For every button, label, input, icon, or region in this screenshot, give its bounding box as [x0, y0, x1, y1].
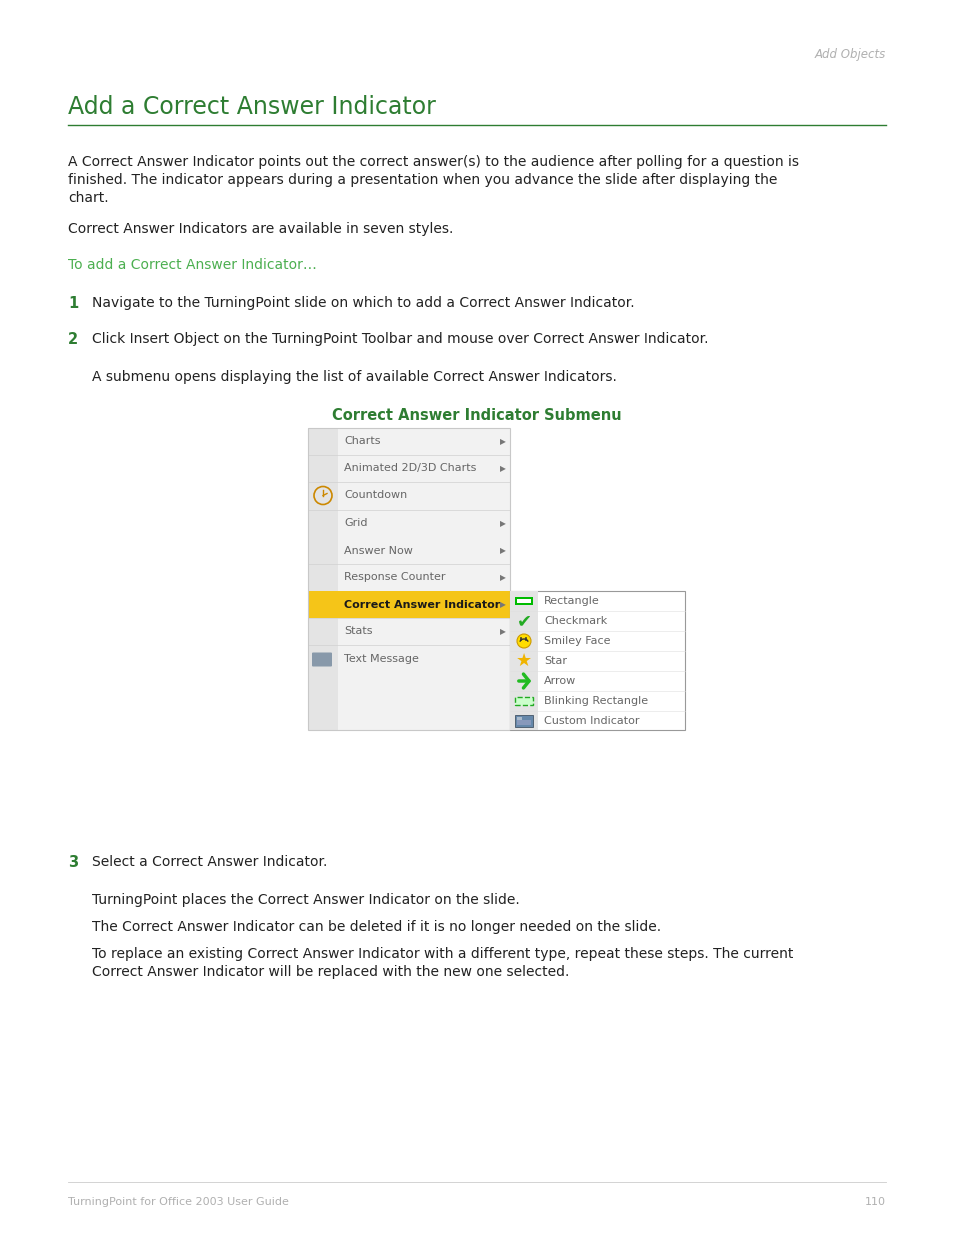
Circle shape: [517, 634, 531, 648]
Bar: [510, 592, 537, 730]
Text: Grid: Grid: [344, 519, 367, 529]
Bar: [308, 592, 510, 618]
Bar: [517, 720, 531, 725]
Text: Add a Correct Answer Indicator: Add a Correct Answer Indicator: [68, 95, 436, 119]
Text: Blinking Rectangle: Blinking Rectangle: [543, 697, 647, 706]
Text: ✔: ✔: [516, 613, 531, 630]
FancyBboxPatch shape: [517, 599, 531, 603]
Text: Navigate to the TurningPoint slide on which to add a Correct Answer Indicator.: Navigate to the TurningPoint slide on wh…: [91, 296, 634, 310]
Text: ▶: ▶: [499, 627, 505, 636]
Text: TurningPoint places the Correct Answer Indicator on the slide.: TurningPoint places the Correct Answer I…: [91, 893, 519, 906]
Text: Smiley Face: Smiley Face: [543, 636, 610, 646]
Text: To add a Correct Answer Indicator…: To add a Correct Answer Indicator…: [68, 258, 316, 272]
Text: ▶: ▶: [499, 519, 505, 529]
Text: Correct Answer Indicator Submenu: Correct Answer Indicator Submenu: [332, 408, 621, 424]
Text: A Correct Answer Indicator points out the correct answer(s) to the audience afte: A Correct Answer Indicator points out th…: [68, 156, 799, 169]
Text: finished. The indicator appears during a presentation when you advance the slide: finished. The indicator appears during a…: [68, 173, 777, 186]
Text: 3: 3: [68, 855, 78, 869]
Text: ▶: ▶: [499, 600, 505, 609]
Text: Correct Answer Indicators are available in seven styles.: Correct Answer Indicators are available …: [68, 222, 453, 236]
Bar: [515, 697, 533, 705]
Text: ▶: ▶: [499, 546, 505, 555]
Text: Arrow: Arrow: [543, 676, 576, 685]
Text: Star: Star: [543, 656, 566, 666]
Text: The Correct Answer Indicator can be deleted if it is no longer needed on the sli: The Correct Answer Indicator can be dele…: [91, 920, 660, 934]
FancyBboxPatch shape: [312, 652, 332, 667]
FancyBboxPatch shape: [515, 597, 533, 605]
Text: Countdown: Countdown: [344, 490, 407, 500]
Text: Stats: Stats: [344, 626, 372, 636]
Text: ▶: ▶: [499, 464, 505, 473]
Bar: [308, 429, 510, 730]
Text: Correct Answer Indicator will be replaced with the new one selected.: Correct Answer Indicator will be replace…: [91, 965, 569, 979]
Text: Text Message: Text Message: [344, 653, 418, 663]
Text: Click Insert Object on the TurningPoint Toolbar and mouse over Correct Answer In: Click Insert Object on the TurningPoint …: [91, 332, 708, 346]
Text: TurningPoint for Office 2003 User Guide: TurningPoint for Office 2003 User Guide: [68, 1197, 289, 1207]
Text: Charts: Charts: [344, 436, 380, 447]
Text: 1: 1: [68, 296, 78, 311]
Text: Rectangle: Rectangle: [543, 597, 599, 606]
Bar: [517, 718, 521, 720]
Text: Custom Indicator: Custom Indicator: [543, 716, 639, 726]
Text: chart.: chart.: [68, 191, 109, 205]
Text: A submenu opens displaying the list of available Correct Answer Indicators.: A submenu opens displaying the list of a…: [91, 370, 617, 384]
Text: 110: 110: [864, 1197, 885, 1207]
Text: Select a Correct Answer Indicator.: Select a Correct Answer Indicator.: [91, 855, 327, 869]
Text: Response Counter: Response Counter: [344, 573, 445, 583]
Text: To replace an existing Correct Answer Indicator with a different type, repeat th: To replace an existing Correct Answer In…: [91, 947, 793, 961]
Text: Add Objects: Add Objects: [814, 48, 885, 61]
Text: Correct Answer Indicator: Correct Answer Indicator: [344, 599, 499, 610]
Text: ▶: ▶: [499, 573, 505, 582]
Bar: [510, 592, 684, 730]
Text: ▶: ▶: [499, 437, 505, 446]
Bar: [515, 715, 533, 727]
Text: Checkmark: Checkmark: [543, 616, 607, 626]
Bar: [308, 429, 337, 730]
Bar: [337, 429, 510, 730]
Text: 2: 2: [68, 332, 78, 347]
Text: ★: ★: [516, 652, 532, 671]
Text: Answer Now: Answer Now: [344, 546, 413, 556]
Text: Animated 2D/3D Charts: Animated 2D/3D Charts: [344, 463, 476, 473]
